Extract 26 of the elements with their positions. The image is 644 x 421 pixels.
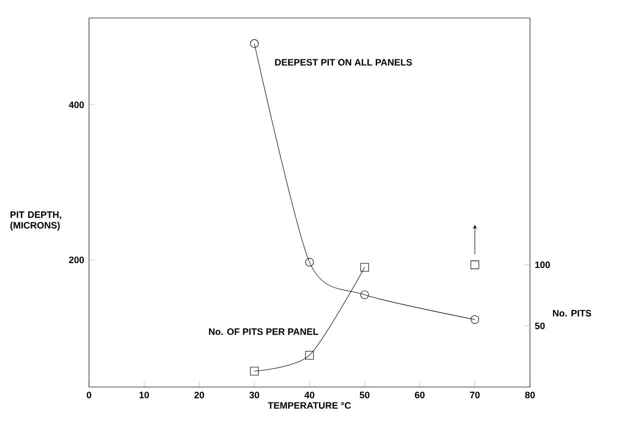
- x-axis-title: TEMPERATURE °C: [268, 402, 351, 409]
- y-axis-title: PIT DEPTH, (MICRONS): [10, 211, 62, 230]
- x-tick-label: 70: [470, 392, 480, 398]
- x-tick-label: 10: [140, 392, 149, 398]
- point: [470, 315, 480, 324]
- point: [360, 262, 369, 272]
- series-label: DEEPEST PIT ON ALL PANELS: [275, 58, 412, 66]
- x-tick-label: 60: [414, 392, 425, 398]
- y2-tick-label: 100: [535, 262, 550, 268]
- point: [250, 366, 259, 376]
- y2-axis-title: No. PITS: [552, 310, 592, 316]
- x-tick-label: 40: [304, 392, 314, 398]
- y-tick-label: 400: [68, 102, 84, 108]
- series-label: No. OF PITS PER PANEL: [209, 328, 318, 335]
- point: [305, 258, 314, 266]
- point: [250, 39, 259, 48]
- point: [470, 260, 480, 270]
- x-tick-label: 50: [360, 392, 370, 398]
- y-tick-label: 200: [69, 256, 84, 264]
- x-tick-label: 20: [194, 392, 204, 398]
- x-tick-label: 0: [86, 392, 92, 398]
- point: [305, 350, 314, 360]
- point: [360, 290, 369, 300]
- y2-tick-label: 50: [535, 322, 545, 330]
- x-tick-label: 80: [525, 392, 535, 398]
- x-tick-label: 30: [249, 392, 260, 398]
